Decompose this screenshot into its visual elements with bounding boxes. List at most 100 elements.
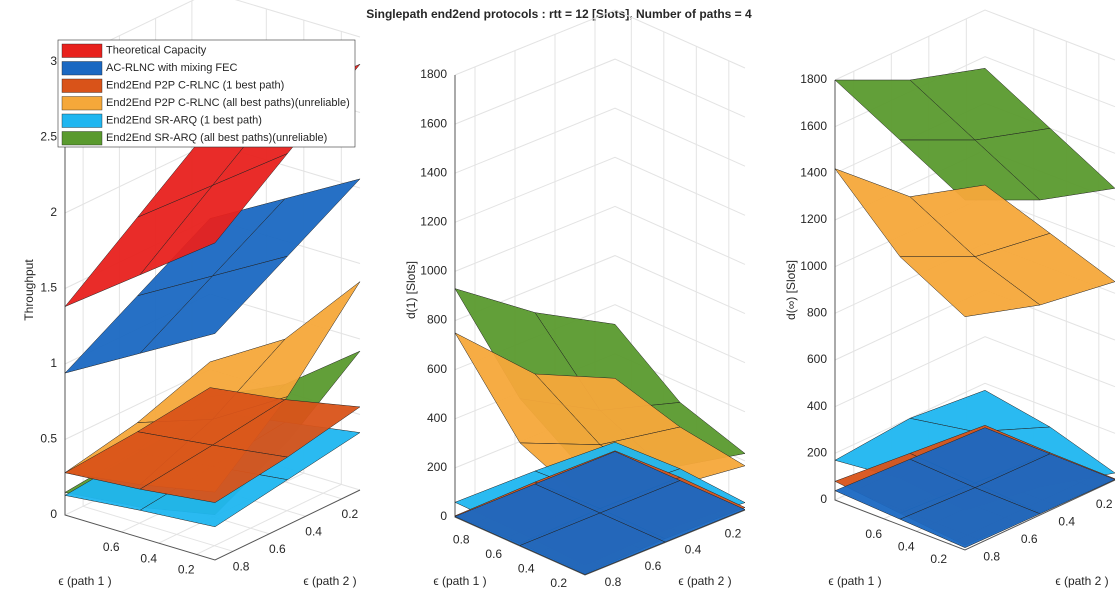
surface <box>64 178 361 374</box>
legend-label: End2End SR-ARQ (all best paths)(unreliab… <box>106 132 327 144</box>
surface-patch <box>899 256 1041 317</box>
x-tick-label: 0.2 <box>550 576 567 590</box>
legend-swatch <box>61 61 103 76</box>
x-axis-label: ϵ (path 1 ) <box>58 574 111 588</box>
z-tick-label: 1200 <box>420 215 447 229</box>
x-tick-label: 0.4 <box>898 539 915 553</box>
y-tick-label: 0.8 <box>605 575 622 589</box>
z-tick-label: 0 <box>50 507 57 521</box>
z-tick-label: 400 <box>807 399 827 413</box>
legend-label: End2End P2P C-RLNC (1 best path) <box>106 80 284 92</box>
z-tick-label: 200 <box>807 446 827 460</box>
surface <box>834 68 1116 201</box>
y-tick-label: 0.8 <box>983 549 1000 563</box>
surface-patch <box>899 487 1041 548</box>
z-tick-label: 800 <box>427 313 447 327</box>
z-tick-label: 1400 <box>420 165 447 179</box>
surface <box>834 168 1116 317</box>
x-tick-label: 0.2 <box>178 563 195 577</box>
x-tick-label: 0.8 <box>453 532 470 546</box>
y-tick-label: 0.2 <box>1096 497 1113 511</box>
z-tick-label: 1 <box>50 356 57 370</box>
legend-label: End2End P2P C-RLNC (all best paths)(unre… <box>106 97 350 109</box>
z-tick-label: 600 <box>427 362 447 376</box>
surface-patch <box>139 444 289 503</box>
x-tick-label: 0.4 <box>140 551 157 565</box>
y-axis-label: ϵ (path 2 ) <box>1055 574 1108 588</box>
z-tick-label: 1200 <box>800 212 827 226</box>
surface-patch <box>139 153 288 276</box>
y-tick-label: 0.6 <box>1021 532 1038 546</box>
axis-line <box>834 80 1116 551</box>
grid-line <box>82 53 234 552</box>
grid-line <box>454 205 746 272</box>
z-tick-label: 200 <box>427 460 447 474</box>
grid-line <box>64 0 361 63</box>
y-axis-label: ϵ (path 2 ) <box>303 574 356 588</box>
legend-swatch <box>61 113 103 128</box>
y-tick-label: 0.4 <box>305 524 322 538</box>
z-tick-label: 1.5 <box>40 281 57 295</box>
x-tick-label: 0.6 <box>865 527 882 541</box>
y-tick-label: 0.6 <box>645 559 662 573</box>
z-tick-label: 1000 <box>800 259 827 273</box>
z-tick-label: 800 <box>807 306 827 320</box>
legend-swatch <box>61 96 103 111</box>
figure-title: Singlepath end2end protocols : rtt = 12 … <box>366 7 752 21</box>
legend-box <box>57 39 356 148</box>
surface-patch <box>519 512 666 575</box>
z-tick-label: 600 <box>807 352 827 366</box>
grid-line <box>834 336 1116 408</box>
z-tick-label: 400 <box>427 411 447 425</box>
axis-line <box>454 75 746 576</box>
grid-line <box>454 107 746 174</box>
z-tick-label: 0.5 <box>40 432 57 446</box>
z-tick-label: 1600 <box>800 119 827 133</box>
legend-swatch <box>61 43 103 58</box>
legend-label: AC-RLNC with mixing FEC <box>106 62 237 74</box>
x-tick-label: 0.6 <box>103 540 120 554</box>
grid-line <box>196 31 342 555</box>
z-tick-label: 3 <box>50 54 57 68</box>
y-axis-label: ϵ (path 2 ) <box>678 574 731 588</box>
z-axis-label: d(∞) [Slots] <box>784 260 798 320</box>
grid-line <box>454 255 746 322</box>
z-tick-label: 1600 <box>420 116 447 130</box>
surface <box>834 427 1116 548</box>
y-tick-label: 0.4 <box>1058 514 1075 528</box>
grid-line <box>454 9 746 76</box>
legend-label: End2End SR-ARQ (1 best path) <box>106 115 262 127</box>
legend-swatch <box>61 78 103 93</box>
grid-line <box>454 58 746 125</box>
legend-swatch <box>61 131 103 146</box>
legend-label: Theoretical Capacity <box>106 45 207 57</box>
axis-line <box>64 62 361 561</box>
y-tick-label: 0.2 <box>342 507 359 521</box>
z-tick-label: 1400 <box>800 166 827 180</box>
grid-line <box>454 156 746 223</box>
x-tick-label: 0.2 <box>930 552 947 566</box>
y-tick-label: 0.8 <box>233 559 250 573</box>
grid-line <box>834 9 1116 81</box>
y-tick-label: 0.2 <box>725 526 742 540</box>
surface-patch <box>139 255 289 354</box>
z-tick-label: 1800 <box>800 72 827 86</box>
x-tick-label: 0.6 <box>485 547 502 561</box>
z-axis-label: Throughput <box>22 259 36 321</box>
z-tick-label: 0 <box>820 492 827 506</box>
x-axis-label: ϵ (path 1 ) <box>433 574 486 588</box>
z-axis-label: d(1) [Slots] <box>404 261 418 319</box>
grid-line <box>834 382 1116 454</box>
y-tick-label: 0.6 <box>269 542 286 556</box>
surface <box>454 451 746 575</box>
z-tick-label: 0 <box>440 509 447 523</box>
surface <box>64 387 361 503</box>
z-tick-label: 1000 <box>420 264 447 278</box>
z-tick-label: 1800 <box>420 67 447 81</box>
x-axis-label: ϵ (path 1 ) <box>828 574 881 588</box>
z-tick-label: 2.5 <box>40 130 57 144</box>
x-tick-label: 0.4 <box>518 561 535 575</box>
y-tick-label: 0.4 <box>685 543 702 557</box>
z-tick-label: 2 <box>50 205 57 219</box>
